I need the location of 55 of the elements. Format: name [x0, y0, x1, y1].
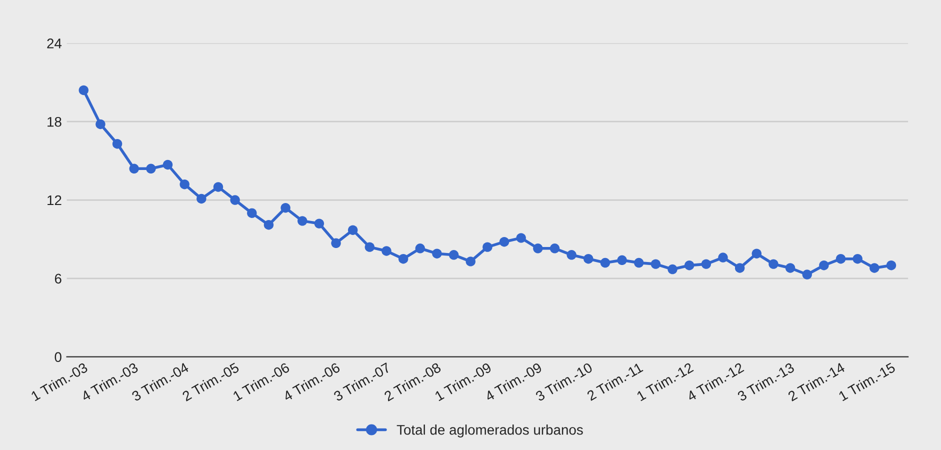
point — [617, 255, 627, 266]
point — [129, 164, 139, 174]
point — [584, 254, 594, 264]
point — [701, 259, 712, 269]
point — [802, 270, 812, 280]
y-tick-label: 0 — [54, 352, 62, 362]
point — [264, 220, 274, 230]
point — [180, 179, 190, 190]
point — [752, 248, 762, 258]
point — [600, 258, 610, 268]
point — [432, 248, 442, 258]
point — [314, 218, 324, 228]
point — [247, 208, 257, 218]
point — [499, 236, 510, 247]
point — [550, 244, 560, 254]
point — [382, 246, 392, 256]
point — [819, 260, 829, 270]
point — [415, 244, 425, 254]
point — [280, 203, 290, 213]
point — [448, 250, 459, 260]
point — [482, 242, 492, 252]
point — [466, 256, 476, 266]
point — [533, 244, 543, 254]
point — [734, 263, 745, 273]
point — [870, 263, 880, 273]
point — [836, 254, 846, 264]
point — [298, 216, 308, 226]
point — [634, 258, 644, 268]
point — [886, 260, 896, 270]
point — [196, 194, 206, 204]
point — [516, 233, 526, 243]
legend-label: Total de aglomerados urbanos — [396, 424, 583, 438]
point — [852, 254, 862, 264]
point — [78, 85, 88, 96]
point — [96, 119, 106, 130]
point — [768, 259, 778, 269]
point — [398, 254, 408, 264]
point — [785, 263, 796, 273]
point — [364, 242, 375, 252]
point — [684, 260, 694, 270]
y-tick-label: 24 — [47, 38, 62, 48]
point — [213, 182, 224, 192]
y-tick-label: 18 — [48, 116, 62, 127]
point — [348, 225, 358, 235]
point — [112, 138, 122, 149]
point — [718, 252, 728, 262]
point — [162, 160, 173, 170]
y-tick-label: 6 — [54, 274, 62, 284]
point — [331, 238, 341, 248]
point — [230, 195, 240, 205]
point — [668, 264, 678, 274]
point — [650, 259, 661, 269]
point — [566, 250, 576, 260]
point — [146, 164, 156, 174]
y-tick-label: 12 — [48, 195, 62, 206]
